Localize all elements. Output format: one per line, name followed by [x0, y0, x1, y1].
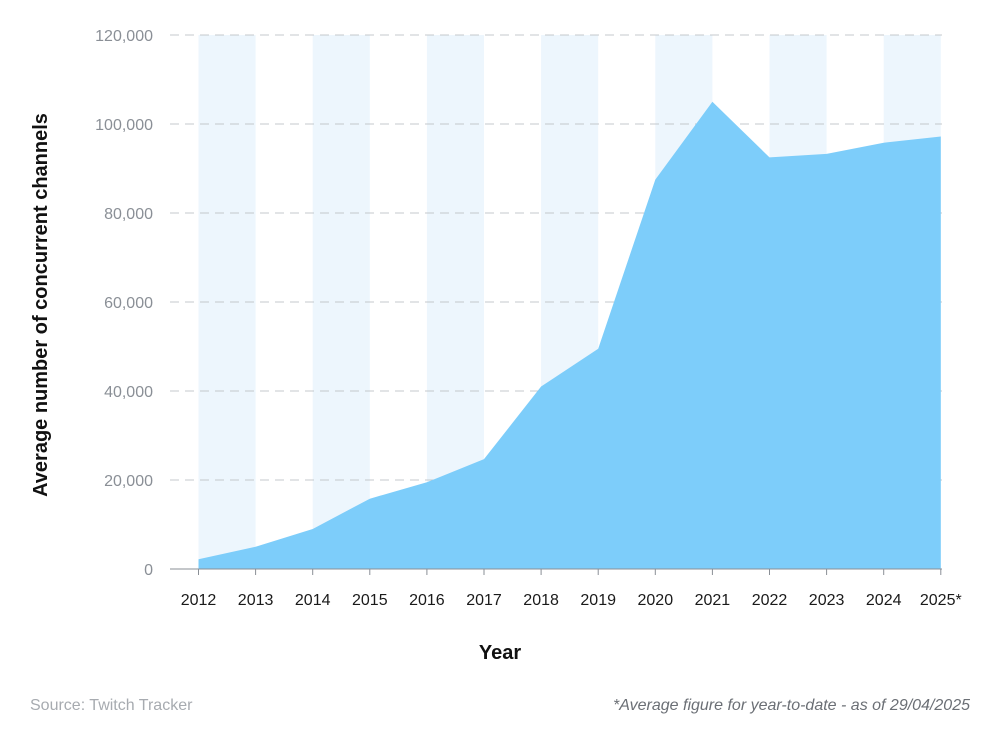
x-tick-label: 2013: [238, 592, 274, 609]
x-tick-label: 2024: [866, 592, 902, 609]
x-tick-label: 2025*: [920, 592, 962, 609]
x-axis-ticks: 2012 2013 2014 2015 2016 2017 2018 2019 2020 2021…: [181, 592, 962, 609]
x-tick-label: 2022: [752, 592, 788, 609]
y-tick-label: 120,000: [95, 28, 153, 45]
x-tick-label: 2014: [295, 592, 331, 609]
y-axis-ticks: 0 20,000 40,000 60,000 80,000 100,000 120,000: [95, 28, 153, 579]
x-tick-label: 2016: [409, 592, 445, 609]
area-fill: [198, 101, 941, 569]
footnote: *Average figure for year-to-date - as of…: [613, 697, 970, 714]
y-tick-label: 80,000: [104, 206, 153, 223]
source-note: Source: Twitch Tracker: [30, 697, 193, 714]
y-axis-title: Average number of concurrent channels: [30, 113, 52, 497]
x-tick-label: 2015: [352, 592, 388, 609]
x-tick-label: 2023: [809, 592, 845, 609]
y-tick-label: 20,000: [104, 473, 153, 490]
x-axis: [170, 568, 942, 575]
x-tick-label: 2017: [466, 592, 502, 609]
gridlines: [170, 34, 942, 481]
x-tick-label: 2012: [181, 592, 217, 609]
x-tick-label: 2018: [523, 592, 559, 609]
y-tick-label: 100,000: [95, 117, 153, 134]
x-tick-label: 2019: [580, 592, 616, 609]
y-tick-label: 40,000: [104, 384, 153, 401]
x-tick-label: 2021: [695, 592, 731, 609]
y-tick-label: 60,000: [104, 295, 153, 312]
y-tick-label: 0: [144, 562, 153, 579]
x-tick-label: 2020: [638, 592, 674, 609]
x-axis-title: Year: [479, 642, 521, 664]
area-series: [198, 101, 941, 569]
